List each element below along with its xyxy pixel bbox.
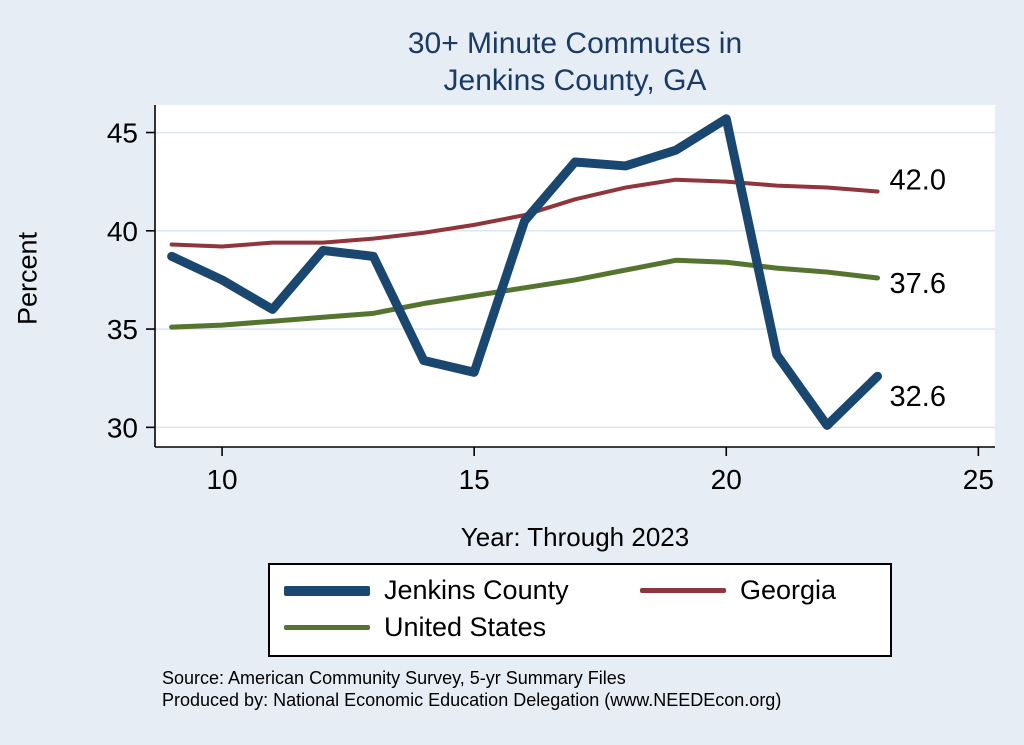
source-line-1: Source: American Community Survey, 5-yr … [162, 668, 626, 688]
legend-label: Jenkins County [384, 575, 569, 605]
series-line-jenkins-county [167, 114, 883, 430]
legend-label: United States [384, 612, 547, 642]
chart-title-line-1: 30+ Minute Commutes in [407, 27, 743, 60]
x-tick-label: 20 [711, 464, 742, 495]
end-label-jenkins-county: 32.6 [890, 381, 946, 413]
legend-item-jenkins-county: Jenkins County [284, 575, 640, 606]
legend-item-united-states: United States [284, 612, 640, 643]
x-axis-label: Year: Through 2023 [460, 522, 690, 552]
legend-label: Georgia [740, 575, 837, 605]
x-tick-label: 25 [963, 464, 994, 495]
y-tick-label: 35 [107, 314, 138, 345]
legend: Jenkins County Georgia United States [268, 563, 892, 657]
y-tick-label: 45 [107, 118, 138, 149]
x-tick-label: 15 [459, 464, 490, 495]
legend-item-georgia: Georgia [640, 575, 876, 606]
chart-title: 30+ Minute Commutes in Jenkins County, G… [155, 26, 995, 100]
source-line-2: Produced by: National Economic Education… [162, 689, 782, 710]
chart-title-line-2: Jenkins County, GA [443, 63, 707, 97]
legend-swatch [640, 588, 726, 593]
y-axis-label: Percent [12, 231, 43, 326]
y-tick-label: 30 [107, 412, 138, 443]
end-label-united-states: 37.6 [890, 268, 946, 300]
x-tick-label: 10 [206, 464, 237, 495]
legend-swatch [284, 585, 370, 596]
y-tick-label: 40 [107, 216, 138, 247]
source-block: Source: American Community Survey, 5-yr … [162, 668, 781, 712]
end-label-georgia: 42.0 [890, 164, 946, 196]
legend-swatch [284, 625, 370, 630]
